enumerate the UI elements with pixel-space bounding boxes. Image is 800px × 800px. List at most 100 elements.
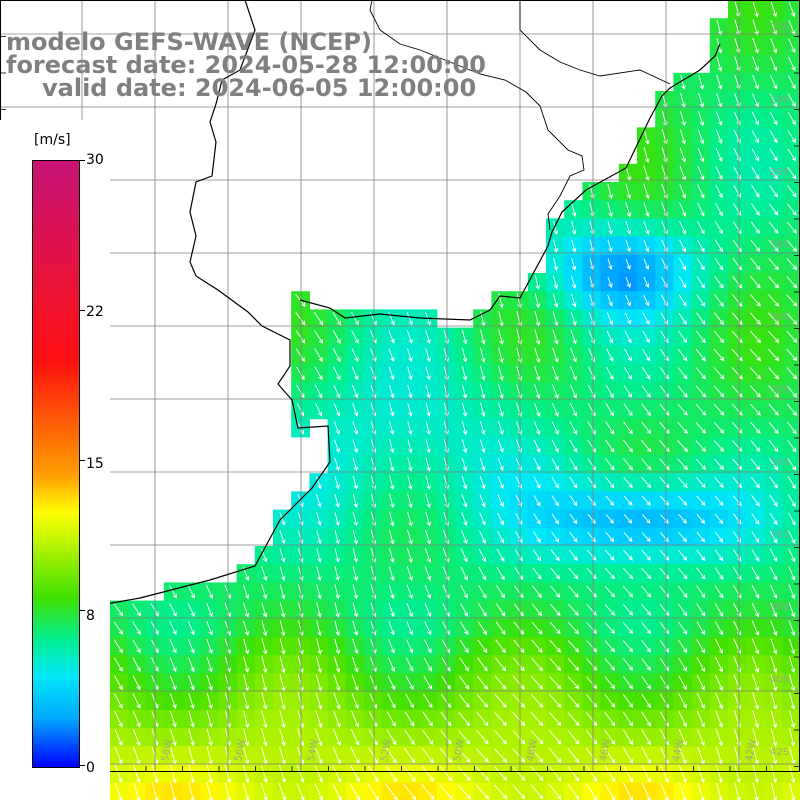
forecast-date: forecast date: 2024-05-28 12:00:00 (6, 51, 486, 79)
wind-vector-arrow (533, 458, 541, 471)
wind-speed-cell (600, 782, 620, 800)
coastline-path (94, 0, 331, 607)
wind-vector-arrow (750, 403, 761, 416)
wind-vector-arrow (351, 656, 359, 673)
wind-vector-arrow (787, 130, 797, 144)
wind-vector-arrow (206, 602, 213, 618)
wind-vector-arrow (788, 656, 796, 674)
wind-vector-arrow (769, 93, 778, 108)
wind-vector-arrow (678, 782, 687, 800)
wind-vector-arrow (787, 166, 797, 180)
wind-vector-arrow (332, 348, 341, 363)
wind-vector-arrow (512, 657, 525, 672)
wind-vector-arrow (457, 784, 472, 800)
wind-vector-arrow (770, 56, 778, 72)
wind-vector-arrow (425, 493, 431, 509)
wind-vector-arrow (714, 585, 724, 599)
wind-vector-arrow (497, 530, 505, 544)
wind-vector-arrow (261, 692, 268, 710)
wind-vector-arrow (750, 276, 761, 289)
wind-vector-arrow (604, 783, 615, 800)
wind-vector-arrow (334, 493, 340, 508)
wind-vector-arrow (513, 639, 525, 654)
valid-date: valid date: 2024-06-05 12:00:00 (42, 74, 477, 102)
wind-vector-arrow (530, 693, 544, 708)
wind-speed-cell (382, 782, 401, 800)
wind-vector-arrow (495, 603, 506, 617)
wind-vector-arrow (641, 676, 652, 690)
wind-vector-arrow (604, 622, 616, 634)
colorbar-tick-label: 22 (86, 304, 104, 320)
longitude-label: 54W (306, 738, 321, 762)
wind-vector-arrow (749, 348, 762, 362)
wind-vector-arrow (752, 764, 759, 784)
wind-vector-arrow (677, 403, 688, 416)
wind-vector-arrow (279, 530, 286, 545)
wind-speed-cell (782, 418, 800, 438)
wind-vector-arrow (550, 585, 561, 598)
wind-vector-arrow (386, 747, 397, 764)
wind-vector-arrow (441, 657, 451, 672)
wind-vector-arrow (533, 513, 541, 525)
wind-vector-arrow (642, 348, 651, 362)
wind-vector-arrow (642, 312, 650, 325)
wind-vector-arrow (316, 620, 322, 637)
wind-vector-arrow (697, 202, 705, 217)
wind-vector-arrow (370, 620, 377, 636)
wind-vector-arrow (351, 692, 359, 710)
wind-vector-arrow (714, 656, 724, 673)
wind-speed-cell (509, 782, 529, 800)
wind-vector-arrow (570, 366, 577, 381)
wind-vector-arrow (478, 566, 487, 581)
wind-vector-arrow (787, 439, 797, 453)
wind-vector-arrow (713, 403, 725, 416)
wind-speed-cell (782, 109, 800, 128)
wind-vector-arrow (751, 495, 760, 507)
wind-vector-arrow (530, 748, 544, 763)
wind-vector-arrow (333, 366, 341, 381)
wind-vector-arrow (206, 621, 213, 636)
latitude-label: 28S (770, 240, 789, 251)
wind-vector-arrow (787, 93, 796, 108)
wind-vector-arrow (458, 712, 470, 727)
wind-vector-arrow (695, 385, 707, 398)
wind-vector-arrow (713, 367, 725, 380)
wind-vector-arrow (569, 384, 578, 399)
wind-vector-arrow (480, 384, 486, 400)
wind-vector-arrow (514, 585, 524, 599)
wind-vector-arrow (731, 367, 743, 380)
wind-vector-arrow (187, 639, 195, 654)
wind-vector-arrow (442, 548, 450, 563)
wind-vector-arrow (403, 783, 417, 800)
wind-vector-arrow (625, 276, 631, 288)
wind-vector-arrow (425, 421, 431, 436)
wind-vector-arrow (297, 548, 304, 563)
wind-vector-arrow (334, 584, 340, 600)
wind-speed-cell (782, 364, 800, 383)
wind-vector-arrow (498, 292, 504, 309)
wind-vector-arrow (678, 675, 687, 691)
wind-vector-arrow (551, 402, 559, 417)
wind-vector-arrow (678, 276, 687, 289)
wind-vector-arrow (297, 566, 304, 582)
wind-vector-arrow (422, 729, 434, 745)
wind-vector-arrow (677, 567, 688, 580)
wind-vector-arrow (752, 782, 759, 800)
wind-vector-arrow (696, 693, 705, 710)
wind-vector-arrow (334, 602, 340, 618)
wind-vector-arrow (714, 294, 724, 307)
wind-vector-arrow (495, 639, 506, 654)
wind-vector-arrow (295, 330, 306, 344)
wind-vector-arrow (750, 221, 760, 234)
wind-vector-arrow (425, 402, 431, 417)
wind-vector-arrow (387, 693, 396, 709)
colorbar-tick (79, 310, 85, 311)
wind-vector-arrow (370, 403, 377, 417)
wind-vector-arrow (714, 276, 724, 289)
wind-vector-arrow (532, 549, 542, 562)
wind-vector-arrow (570, 293, 577, 308)
wind-vector-arrow (460, 584, 468, 599)
wind-vector-arrow (622, 658, 634, 671)
wind-vector-arrow (660, 782, 669, 800)
wind-vector-arrow (333, 421, 341, 435)
